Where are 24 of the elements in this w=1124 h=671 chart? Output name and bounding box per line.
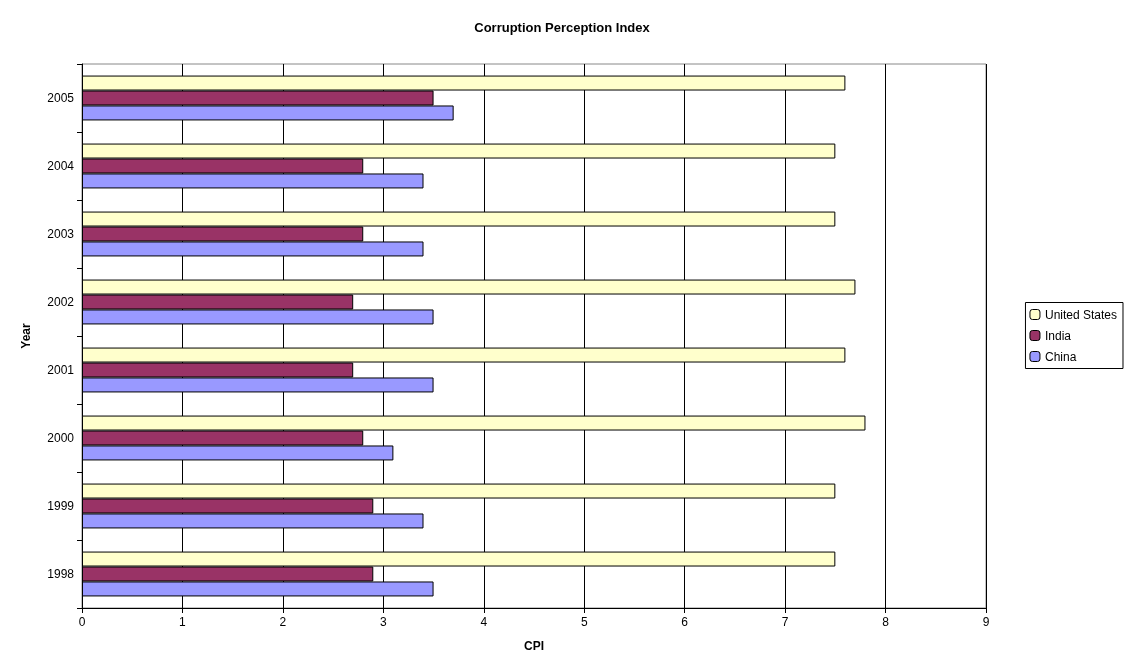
y-tick-label: 2003	[47, 227, 75, 241]
y-tick-label: 2004	[47, 159, 75, 173]
x-tick-label: 0	[78, 615, 86, 629]
x-tick-label: 2	[279, 615, 287, 629]
y-tick-label: 1999	[47, 499, 75, 513]
x-tick-label: 8	[882, 615, 890, 629]
y-tick-label: 1998	[47, 567, 75, 581]
x-axis-title: CPI	[523, 639, 545, 653]
y-tick-label: 2001	[47, 363, 75, 377]
x-tick-label: 1	[179, 615, 187, 629]
x-tick-label: 9	[982, 615, 990, 629]
y-tick-label: 2000	[47, 431, 75, 445]
x-tick-label: 7	[781, 615, 789, 629]
y-axis-title: Year	[19, 322, 33, 349]
chart-title: Corruption Perception Index	[474, 20, 651, 35]
y-tick-label: 2005	[47, 91, 75, 105]
y-tick-label: 2002	[47, 295, 75, 309]
legend-label: China	[1044, 349, 1077, 364]
x-tick-label: 3	[379, 615, 387, 629]
x-tick-label: 5	[580, 615, 588, 629]
legend-label: India	[1044, 328, 1072, 343]
x-tick-label: 4	[480, 615, 488, 629]
legend-label: United States	[1044, 307, 1118, 322]
x-tick-label: 6	[681, 615, 689, 629]
